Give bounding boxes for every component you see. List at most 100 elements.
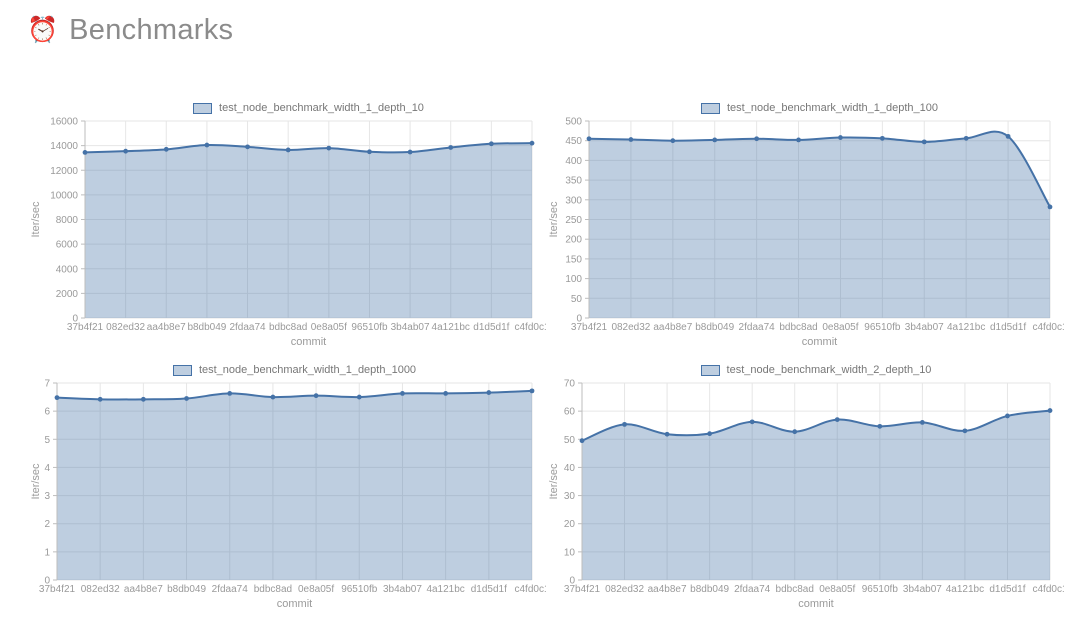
data-point-marker[interactable] <box>792 429 798 435</box>
data-point-marker[interactable] <box>877 423 883 429</box>
data-point-marker[interactable] <box>367 149 372 155</box>
data-point-markers <box>54 388 535 402</box>
legend-label: test_node_benchmark_width_2_depth_10 <box>726 364 932 376</box>
x-tick-label: aa4b8e7 <box>147 322 186 333</box>
x-tick-label: c4fd0c1 <box>1032 322 1064 333</box>
data-point-marker[interactable] <box>664 431 670 437</box>
y-tick-label: 2000 <box>56 289 79 300</box>
chart-canvas[interactable]: 0 2000 4000 6000 8000 10000 12000 14000 16000 37b… <box>28 117 546 353</box>
data-point-marker[interactable] <box>838 135 843 140</box>
x-tick-label: c4fd0c1 <box>1032 584 1064 595</box>
y-tick-label: 300 <box>565 195 582 206</box>
legend-swatch-icon <box>700 364 720 376</box>
data-point-marker[interactable] <box>1005 133 1011 139</box>
data-point-marker[interactable] <box>919 420 925 425</box>
data-point-marker[interactable] <box>529 388 535 394</box>
data-point-marker[interactable] <box>82 150 88 155</box>
data-point-marker[interactable] <box>270 394 276 400</box>
chart-canvas[interactable]: 0 1 2 3 4 5 6 7 37b4f21 082ed32 aa4b8e7 b8db049 2fda… <box>28 379 546 615</box>
chart-legend[interactable]: test_node_benchmark_width_1_depth_100 <box>589 99 1050 117</box>
data-point-marker[interactable] <box>326 145 332 151</box>
x-tick-label: 4a121bc <box>432 322 470 333</box>
data-point-marker[interactable] <box>962 428 968 434</box>
y-tick-label: 14000 <box>50 141 78 152</box>
data-point-marker[interactable] <box>921 139 927 145</box>
chart-legend[interactable]: test_node_benchmark_width_1_depth_10 <box>85 99 532 117</box>
x-tick-label: 96510fb <box>862 584 899 595</box>
data-point-marker[interactable] <box>749 419 755 425</box>
x-tick-label: 3b4ab07 <box>391 322 430 333</box>
data-point-marker[interactable] <box>140 396 146 402</box>
series-line <box>56 389 533 401</box>
data-point-marker[interactable] <box>712 137 718 143</box>
x-tick-label: 4a121bc <box>426 584 464 595</box>
x-tick-label: 96510fb <box>341 584 378 595</box>
chart-canvas[interactable]: 0 10 20 30 40 50 60 70 37b4f21 082ed32 aa4b8e7 b8db… <box>546 379 1064 615</box>
chart-canvas[interactable]: 0 50 100 150 200 250 300 350 400 450 500 37b4f21 082… <box>546 117 1064 353</box>
data-point-marker[interactable] <box>834 417 840 422</box>
data-point-marker[interactable] <box>486 390 492 395</box>
data-point-marker[interactable] <box>1047 204 1053 210</box>
x-tick-label: 082ed32 <box>605 584 644 595</box>
x-tick-label: 0e8a05f <box>819 584 855 595</box>
x-tick-label: bdbc8ad <box>776 584 814 595</box>
data-point-marker[interactable] <box>707 431 713 437</box>
data-point-marker[interactable] <box>963 135 969 141</box>
x-tick-label: 2fdaa74 <box>212 584 249 595</box>
x-axis: 37b4f21 082ed32 aa4b8e7 b8db049 2fdaa74 bdbc8… <box>571 322 1064 333</box>
data-point-marker[interactable] <box>796 137 801 143</box>
x-tick-label: aa4b8e7 <box>124 584 163 595</box>
chart-legend[interactable]: test_node_benchmark_width_2_depth_10 <box>582 361 1050 379</box>
data-point-marker[interactable] <box>488 141 494 147</box>
data-point-marker[interactable] <box>1005 413 1010 419</box>
data-point-marker[interactable] <box>754 136 760 142</box>
data-point-marker[interactable] <box>586 136 592 142</box>
data-point-markers <box>579 408 1053 444</box>
data-point-marker[interactable] <box>184 396 189 401</box>
x-tick-label: b8db049 <box>167 584 206 595</box>
x-tick-label: bdbc8ad <box>779 322 817 333</box>
data-point-marker[interactable] <box>313 393 319 399</box>
legend-swatch-icon <box>172 364 192 376</box>
x-axis-title: commit <box>291 336 326 348</box>
data-point-marker[interactable] <box>579 438 585 444</box>
data-point-marker[interactable] <box>879 135 885 141</box>
gridlines <box>588 120 1051 319</box>
data-point-marker[interactable] <box>400 391 405 396</box>
data-point-marker[interactable] <box>407 149 413 155</box>
data-point-marker[interactable] <box>1047 408 1053 413</box>
x-tick-label: d1d5d1f <box>990 322 1026 333</box>
data-point-markers <box>586 133 1053 210</box>
x-axis: 37b4f21 082ed32 aa4b8e7 b8db049 2fdaa74 bdbc8… <box>564 584 1064 595</box>
x-tick-label: b8db049 <box>695 322 734 333</box>
x-tick-label: 082ed32 <box>106 322 145 333</box>
y-tick-label: 0 <box>44 576 50 587</box>
data-point-marker[interactable] <box>443 391 449 396</box>
x-tick-label: d1d5d1f <box>473 322 509 333</box>
y-tick-label: 50 <box>564 435 576 446</box>
x-tick-label: bdbc8ad <box>254 584 292 595</box>
series-line <box>84 142 533 154</box>
x-tick-label: 37b4f21 <box>571 322 608 333</box>
chart-width-1-depth-100: test_node_benchmark_width_1_depth_100 0 5… <box>546 99 1064 353</box>
y-tick-label: 100 <box>565 274 582 285</box>
data-point-marker[interactable] <box>97 396 103 402</box>
data-point-marker[interactable] <box>670 138 676 144</box>
y-tick-label: 7 <box>44 379 50 390</box>
data-point-marker[interactable] <box>123 148 129 154</box>
data-point-marker[interactable] <box>448 145 454 150</box>
data-point-marker[interactable] <box>622 421 627 427</box>
data-point-marker[interactable] <box>54 395 60 401</box>
data-point-marker[interactable] <box>285 147 291 153</box>
data-point-marker[interactable] <box>628 137 634 142</box>
x-tick-label: d1d5d1f <box>471 584 507 595</box>
data-point-marker[interactable] <box>529 140 535 146</box>
data-point-marker[interactable] <box>356 394 362 400</box>
data-point-marker[interactable] <box>227 391 233 396</box>
x-axis-title: commit <box>277 598 312 610</box>
legend-label: test_node_benchmark_width_1_depth_100 <box>727 102 938 114</box>
data-point-marker[interactable] <box>204 142 210 148</box>
data-point-marker[interactable] <box>163 146 169 152</box>
data-point-marker[interactable] <box>245 144 250 150</box>
chart-legend[interactable]: test_node_benchmark_width_1_depth_1000 <box>57 361 532 379</box>
